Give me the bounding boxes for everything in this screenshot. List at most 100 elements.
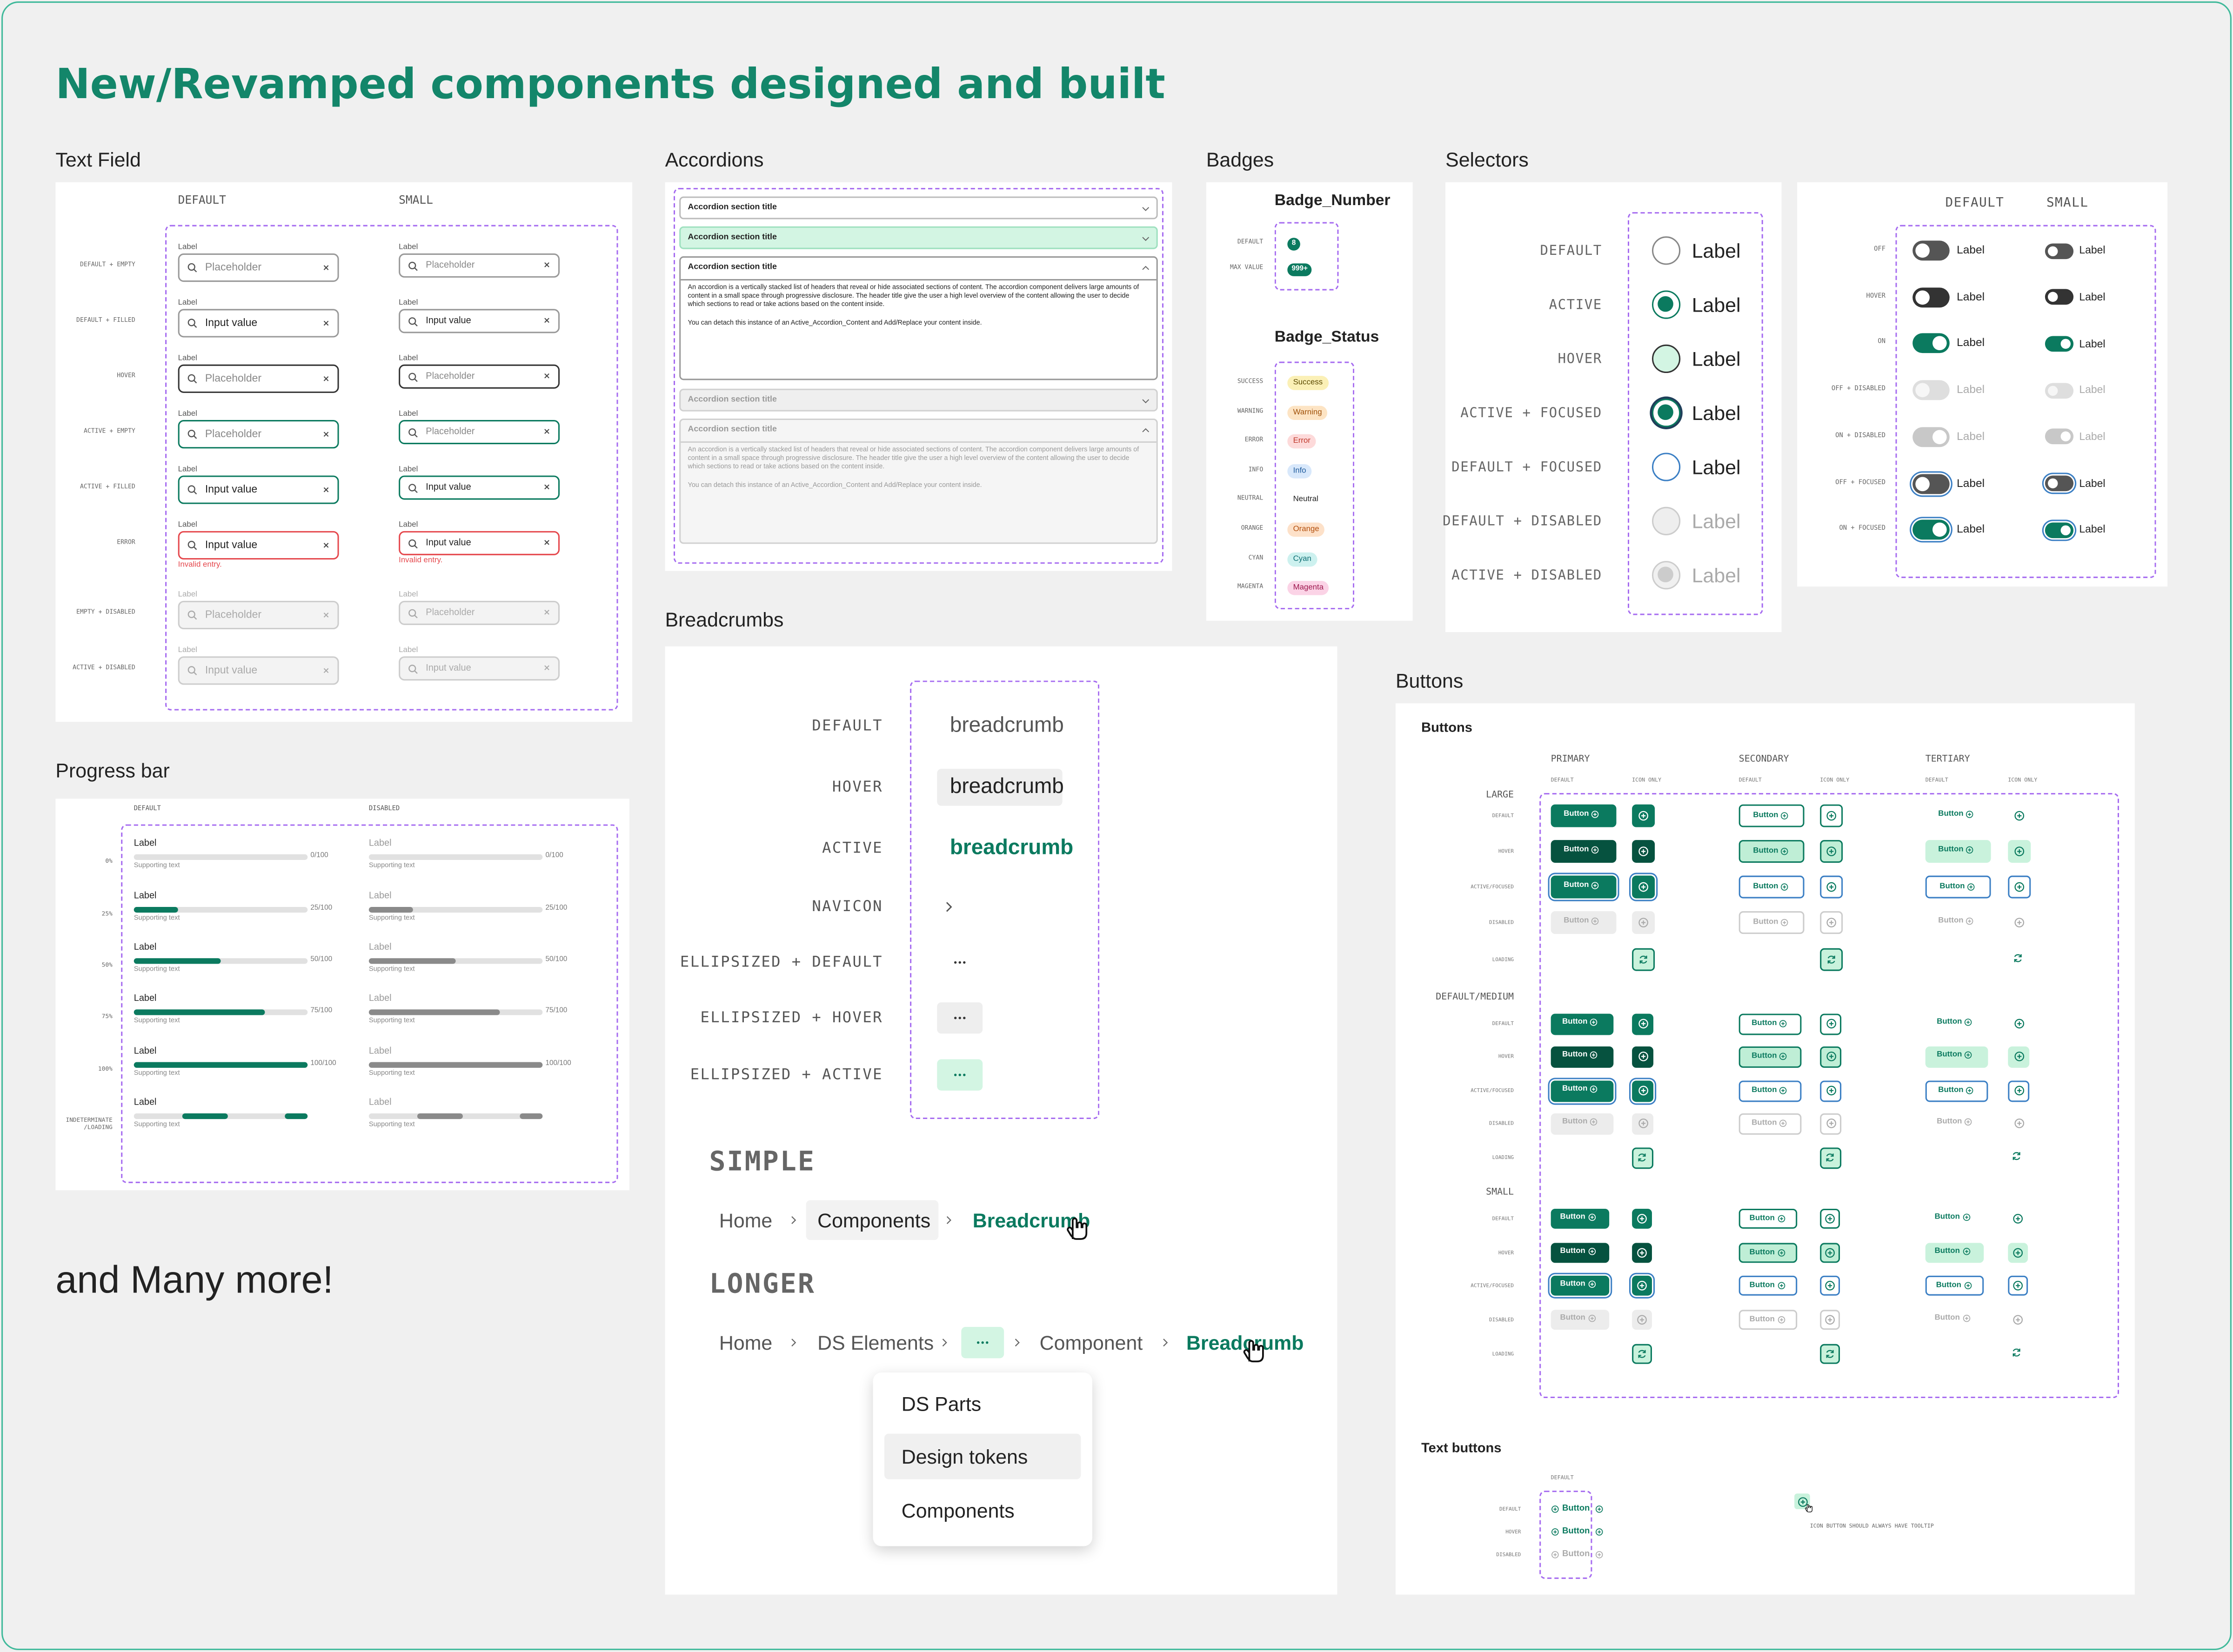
button-icon xyxy=(1587,1314,1596,1322)
plus-icon xyxy=(1595,1505,1603,1513)
icon-button xyxy=(2008,1112,2029,1134)
clear-icon xyxy=(544,373,549,379)
toggle xyxy=(2045,429,2074,445)
plus-icon xyxy=(1825,1248,1835,1258)
state-label: DEFAULT xyxy=(812,717,883,735)
clear-icon xyxy=(544,665,549,671)
panel: DEFAULT SMALL OFF Label Label HOVER Label Label… xyxy=(1797,182,2168,587)
icon-button xyxy=(2008,1046,2030,1067)
button-icon xyxy=(2013,1018,2024,1029)
search-icon xyxy=(408,482,419,493)
field-label: Label xyxy=(178,354,197,363)
search-icon xyxy=(187,430,197,439)
progress-track xyxy=(368,906,543,912)
button-label: Button xyxy=(1564,917,1589,926)
plus-icon xyxy=(1964,1051,1972,1059)
accordion-chevron xyxy=(1141,395,1150,405)
state-label: SUCCESS xyxy=(1237,379,1264,386)
button: Button xyxy=(1925,840,1991,863)
panel: DEFAULT DISABLED 0% Label 0/100 Supporting te… xyxy=(55,799,630,1191)
button: Button xyxy=(1738,1013,1802,1034)
state-label: ELLIPSIZED + DEFAULT xyxy=(680,954,883,971)
supporting-text: Supporting text xyxy=(368,966,415,974)
column-header: DEFAULT xyxy=(1945,196,2005,211)
input-text: Input value xyxy=(426,316,471,326)
ellipsis-button xyxy=(937,1059,983,1091)
chevron-icon xyxy=(1142,265,1150,269)
text-input: Placeholder xyxy=(178,364,339,393)
button-icon xyxy=(2012,1314,2023,1325)
button-label: Button xyxy=(1753,882,1778,892)
input-text: Placeholder xyxy=(205,371,262,385)
button-icon xyxy=(1637,1085,1648,1096)
plus-icon xyxy=(1779,1119,1787,1127)
subcolumn-header: DEFAULT xyxy=(1925,776,1948,783)
loading-icon xyxy=(1637,953,1648,964)
supporting-text: Supporting text xyxy=(134,1018,180,1026)
supporting-text: Supporting text xyxy=(368,863,415,870)
input-text: Input value xyxy=(426,482,471,493)
breadcrumb: breadcrumb xyxy=(949,835,1074,860)
plus-icon xyxy=(1966,846,1973,854)
icon-button xyxy=(1632,1243,1652,1263)
state-label: NAVICON xyxy=(812,898,883,916)
field-label: Label xyxy=(399,591,418,600)
button-icon xyxy=(1637,1018,1648,1029)
plus-icon xyxy=(1826,811,1837,821)
cursor xyxy=(1061,1212,1092,1243)
input-text: Input value xyxy=(426,663,471,673)
clear-icon xyxy=(323,667,329,673)
icon-button xyxy=(2008,1209,2028,1229)
toggle-knob xyxy=(1932,429,1947,444)
toggle xyxy=(2045,289,2074,305)
button-label: Button xyxy=(1937,1018,1962,1027)
state-label: DEFAULT xyxy=(1492,813,1514,819)
state-label: LOADING xyxy=(1492,1351,1514,1357)
dropdown-menu: DS Parts Design tokens Components xyxy=(873,1372,1092,1546)
plus-icon xyxy=(1637,1214,1647,1224)
field-label: Label xyxy=(399,354,418,363)
plus-icon xyxy=(1638,1086,1648,1096)
plus-icon xyxy=(1591,917,1599,925)
button-icon xyxy=(1636,1213,1647,1224)
radio xyxy=(1651,453,1681,481)
button-icon xyxy=(1965,1086,1973,1095)
input-text: Placeholder xyxy=(426,371,475,382)
state-label: DISABLED xyxy=(1489,1120,1514,1126)
plus-icon xyxy=(1551,1551,1559,1559)
input-text: Input value xyxy=(205,316,258,329)
clear-icon xyxy=(542,538,551,546)
button-icon xyxy=(1964,1018,1972,1026)
button-label: Button xyxy=(1560,1314,1585,1323)
button-icon xyxy=(1797,1496,1808,1507)
button: Button xyxy=(1551,1275,1610,1296)
state-label: ACTIVE + FOCUSED xyxy=(1460,406,1602,422)
accordion-body: An accordion is a vertically stacked lis… xyxy=(688,446,1139,470)
loading-icon xyxy=(1824,1151,1835,1162)
bar-label: Label xyxy=(368,1046,392,1057)
clear-icon xyxy=(323,375,329,381)
plus-icon xyxy=(2013,1214,2023,1224)
accordion-body: You can detach this instance of an Activ… xyxy=(688,481,982,488)
column-header: SECONDARY xyxy=(1738,753,1789,765)
radio-label: Label xyxy=(1691,455,1741,479)
search-icon xyxy=(408,539,418,548)
plus-icon xyxy=(1780,919,1788,926)
plus-icon xyxy=(1966,917,1973,925)
button-icon xyxy=(1777,1214,1785,1223)
refresh-icon xyxy=(1638,1152,1646,1161)
state-label: DEFAULT xyxy=(1540,243,1602,260)
search-icon xyxy=(187,485,197,495)
state-label: HOVER xyxy=(832,779,883,796)
clear-icon xyxy=(544,540,549,545)
state-label: ACTIVE/FOCUSED xyxy=(1471,884,1514,890)
button-label: Button xyxy=(1753,847,1778,856)
column-header: PRIMARY xyxy=(1551,753,1590,765)
button: Button xyxy=(1925,1209,1984,1229)
state-label: DEFAULT xyxy=(1492,1216,1514,1222)
separator xyxy=(1159,1337,1170,1348)
ellipsis-icon xyxy=(976,1335,990,1350)
radio-label: Label xyxy=(1691,401,1741,425)
plus-icon xyxy=(1590,1118,1598,1126)
